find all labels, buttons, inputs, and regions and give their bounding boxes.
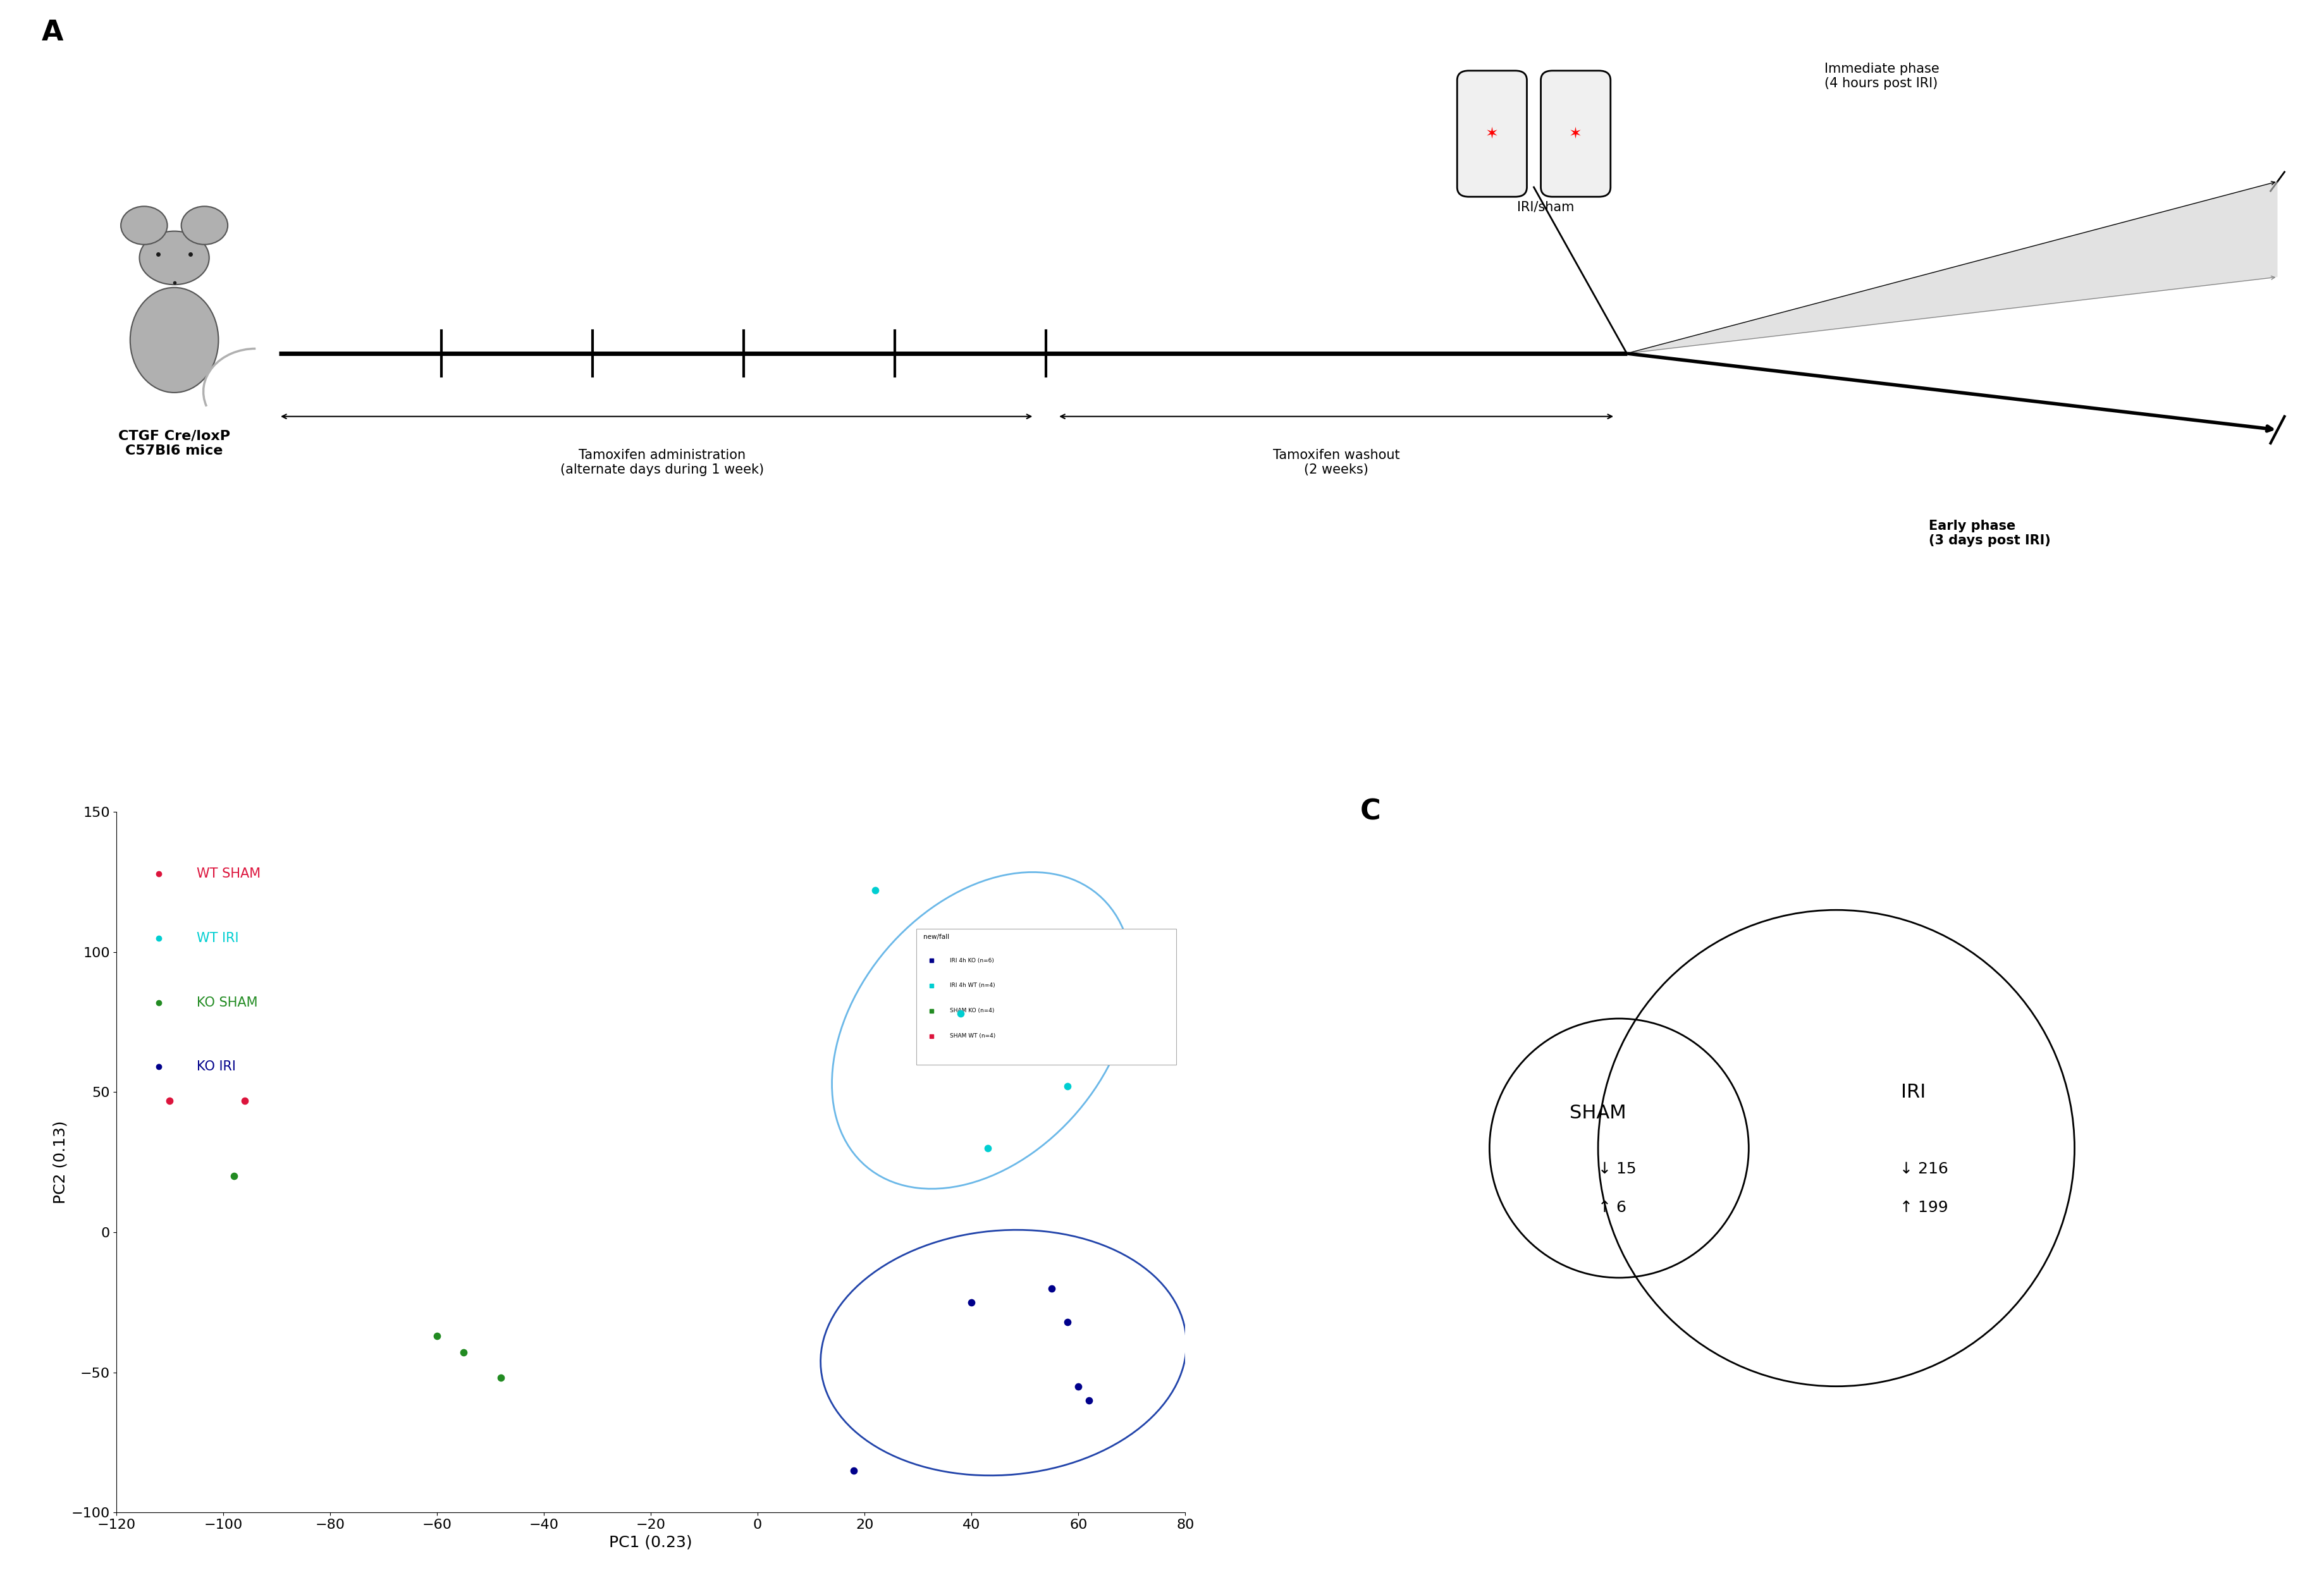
Text: Immediate phase
(4 hours post IRI): Immediate phase (4 hours post IRI) bbox=[1824, 62, 1938, 91]
FancyBboxPatch shape bbox=[916, 928, 1176, 1065]
FancyBboxPatch shape bbox=[1457, 70, 1527, 197]
Polygon shape bbox=[1627, 181, 2278, 353]
Point bbox=[969, 1135, 1006, 1161]
Point bbox=[1071, 1388, 1109, 1414]
Point bbox=[1032, 1275, 1069, 1301]
Point bbox=[444, 1340, 483, 1366]
Text: ↓ 15: ↓ 15 bbox=[1599, 1162, 1636, 1176]
Text: ↑ 199: ↑ 199 bbox=[1899, 1200, 1948, 1215]
Point bbox=[483, 1366, 521, 1391]
Ellipse shape bbox=[130, 288, 218, 393]
Text: IRI/sham: IRI/sham bbox=[1518, 201, 1573, 213]
Point bbox=[858, 877, 895, 903]
Text: IRI 4h KO (n=6): IRI 4h KO (n=6) bbox=[951, 957, 995, 963]
Point bbox=[953, 1290, 990, 1315]
Circle shape bbox=[121, 207, 167, 245]
Text: Tamoxifen administration
(alternate days during 1 week): Tamoxifen administration (alternate days… bbox=[560, 449, 765, 476]
Text: ✶: ✶ bbox=[1485, 126, 1499, 142]
X-axis label: PC1 (0.23): PC1 (0.23) bbox=[609, 1535, 693, 1551]
Text: Tamoxifen washout
(2 weeks): Tamoxifen washout (2 weeks) bbox=[1274, 449, 1399, 476]
Text: SHAM WT (n=4): SHAM WT (n=4) bbox=[951, 1033, 995, 1040]
Text: ↑ 6: ↑ 6 bbox=[1599, 1200, 1627, 1215]
Y-axis label: PC2 (0.13): PC2 (0.13) bbox=[53, 1121, 67, 1204]
Circle shape bbox=[181, 207, 228, 245]
Text: WT IRI: WT IRI bbox=[195, 931, 239, 944]
Text: new/fall: new/fall bbox=[923, 935, 948, 941]
Point bbox=[151, 1087, 188, 1113]
Text: IRI 4h WT (n=4): IRI 4h WT (n=4) bbox=[951, 982, 995, 989]
Point bbox=[1048, 1073, 1085, 1098]
Text: WT SHAM: WT SHAM bbox=[195, 868, 260, 880]
Text: ↓ 216: ↓ 216 bbox=[1899, 1162, 1948, 1176]
Text: Early phase
(3 days post IRI): Early phase (3 days post IRI) bbox=[1929, 519, 2050, 548]
Text: SHAM: SHAM bbox=[1569, 1103, 1627, 1122]
Text: A: A bbox=[42, 19, 63, 46]
FancyBboxPatch shape bbox=[1541, 70, 1611, 197]
Text: CTGF Cre/loxP
C57Bl6 mice: CTGF Cre/loxP C57Bl6 mice bbox=[119, 430, 230, 457]
Point bbox=[225, 1087, 263, 1113]
Point bbox=[941, 1001, 978, 1027]
Text: KO SHAM: KO SHAM bbox=[195, 997, 258, 1009]
Ellipse shape bbox=[139, 231, 209, 285]
Text: ✶: ✶ bbox=[1569, 126, 1583, 142]
Text: C: C bbox=[1360, 798, 1380, 825]
Text: SHAM KO (n=4): SHAM KO (n=4) bbox=[951, 1008, 995, 1014]
Text: IRI: IRI bbox=[1901, 1083, 1927, 1102]
Point bbox=[216, 1164, 253, 1189]
Point bbox=[834, 1458, 872, 1484]
Point bbox=[418, 1323, 456, 1348]
Text: KO IRI: KO IRI bbox=[195, 1060, 235, 1073]
Point bbox=[1060, 1374, 1097, 1399]
Point bbox=[1048, 1309, 1085, 1334]
